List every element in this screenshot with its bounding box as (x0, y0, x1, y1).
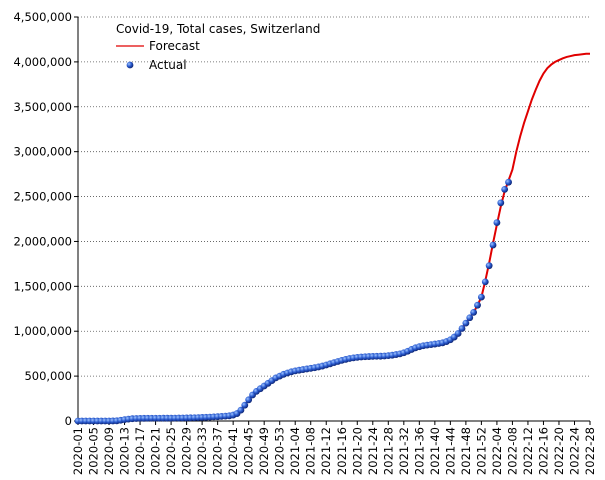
actual-point (466, 314, 474, 322)
x-tick-label: 2020-21 (149, 427, 163, 475)
x-tick-label: 2020-13 (118, 427, 132, 475)
x-tick-label: 2022-04 (490, 427, 504, 475)
x-tick-label: 2022-12 (521, 427, 535, 475)
x-tick-label: 2020-37 (211, 427, 225, 475)
x-tick-label: 2022-28 (583, 427, 597, 475)
x-tick-label: 2020-45 (242, 427, 256, 475)
x-tick-label: 2021-40 (428, 427, 442, 475)
x-tick-label: 2021-52 (474, 427, 488, 475)
x-tick-label: 2021-48 (459, 427, 473, 475)
x-tick-label: 2022-16 (536, 427, 550, 475)
y-tick-label: 2,000,000 (13, 234, 72, 248)
x-tick-label: 2022-24 (567, 427, 581, 475)
x-tick-label: 2020-33 (195, 427, 209, 475)
y-tick-label: 500,000 (24, 369, 72, 383)
actual-point (481, 278, 489, 286)
x-tick-label: 2021-16 (335, 427, 349, 475)
legend-label: Forecast (149, 39, 200, 53)
actual-point (245, 396, 253, 404)
y-tick-label: 4,000,000 (13, 55, 72, 69)
x-tick-label: 2022-08 (505, 427, 519, 475)
actual-point (458, 325, 466, 332)
x-tick-label: 2021-44 (443, 427, 457, 475)
x-tick-label: 2021-20 (350, 427, 364, 475)
x-tick-label: 2021-08 (304, 427, 318, 475)
actual-point (470, 308, 478, 316)
x-tick-label: 2022-20 (552, 427, 566, 475)
x-tick-label: 2020-29 (180, 427, 194, 475)
x-tick-label: 2021-24 (366, 427, 380, 475)
x-tick-label: 2020-05 (87, 427, 101, 475)
y-tick-label: 3,000,000 (13, 145, 72, 159)
x-tick-label: 2020-09 (102, 427, 116, 475)
x-tick-label: 2020-17 (133, 427, 147, 475)
y-tick-label: 2,500,000 (13, 190, 72, 204)
actual-point (241, 401, 249, 409)
y-tick-label: 1,500,000 (13, 279, 72, 293)
x-tick-label: 2021-36 (412, 427, 426, 475)
x-tick-label: 2020-41 (226, 427, 240, 475)
actual-point (454, 330, 462, 337)
x-tick-label: 2020-49 (257, 427, 271, 475)
x-tick-label: 2020-01 (71, 427, 85, 475)
x-tick-label: 2020-25 (164, 427, 178, 475)
x-tick-label: 2020-53 (273, 427, 287, 475)
actual-point (477, 293, 485, 301)
actual-point (237, 406, 245, 414)
actual-point (489, 241, 497, 249)
actual-point (485, 262, 493, 270)
actual-point (493, 219, 501, 226)
actual-point (505, 178, 512, 186)
actual-point (474, 301, 481, 309)
legend-title: Covid-19, Total cases, Switzerland (116, 22, 320, 36)
actual-point (497, 199, 505, 207)
actual-point (462, 319, 470, 327)
x-tick-label: 2021-12 (319, 427, 333, 475)
y-tick-label: 4,500,000 (13, 10, 72, 24)
x-tick-label: 2021-32 (397, 427, 411, 475)
y-tick-label: 3,500,000 (13, 100, 72, 114)
legend-swatch (126, 61, 134, 69)
y-tick-label: 0 (65, 414, 72, 428)
actual-point (501, 185, 509, 193)
x-tick-label: 2021-04 (288, 427, 302, 475)
x-tick-label: 2021-28 (381, 427, 395, 475)
legend-label: Actual (149, 58, 187, 72)
y-tick-label: 1,000,000 (13, 324, 72, 338)
